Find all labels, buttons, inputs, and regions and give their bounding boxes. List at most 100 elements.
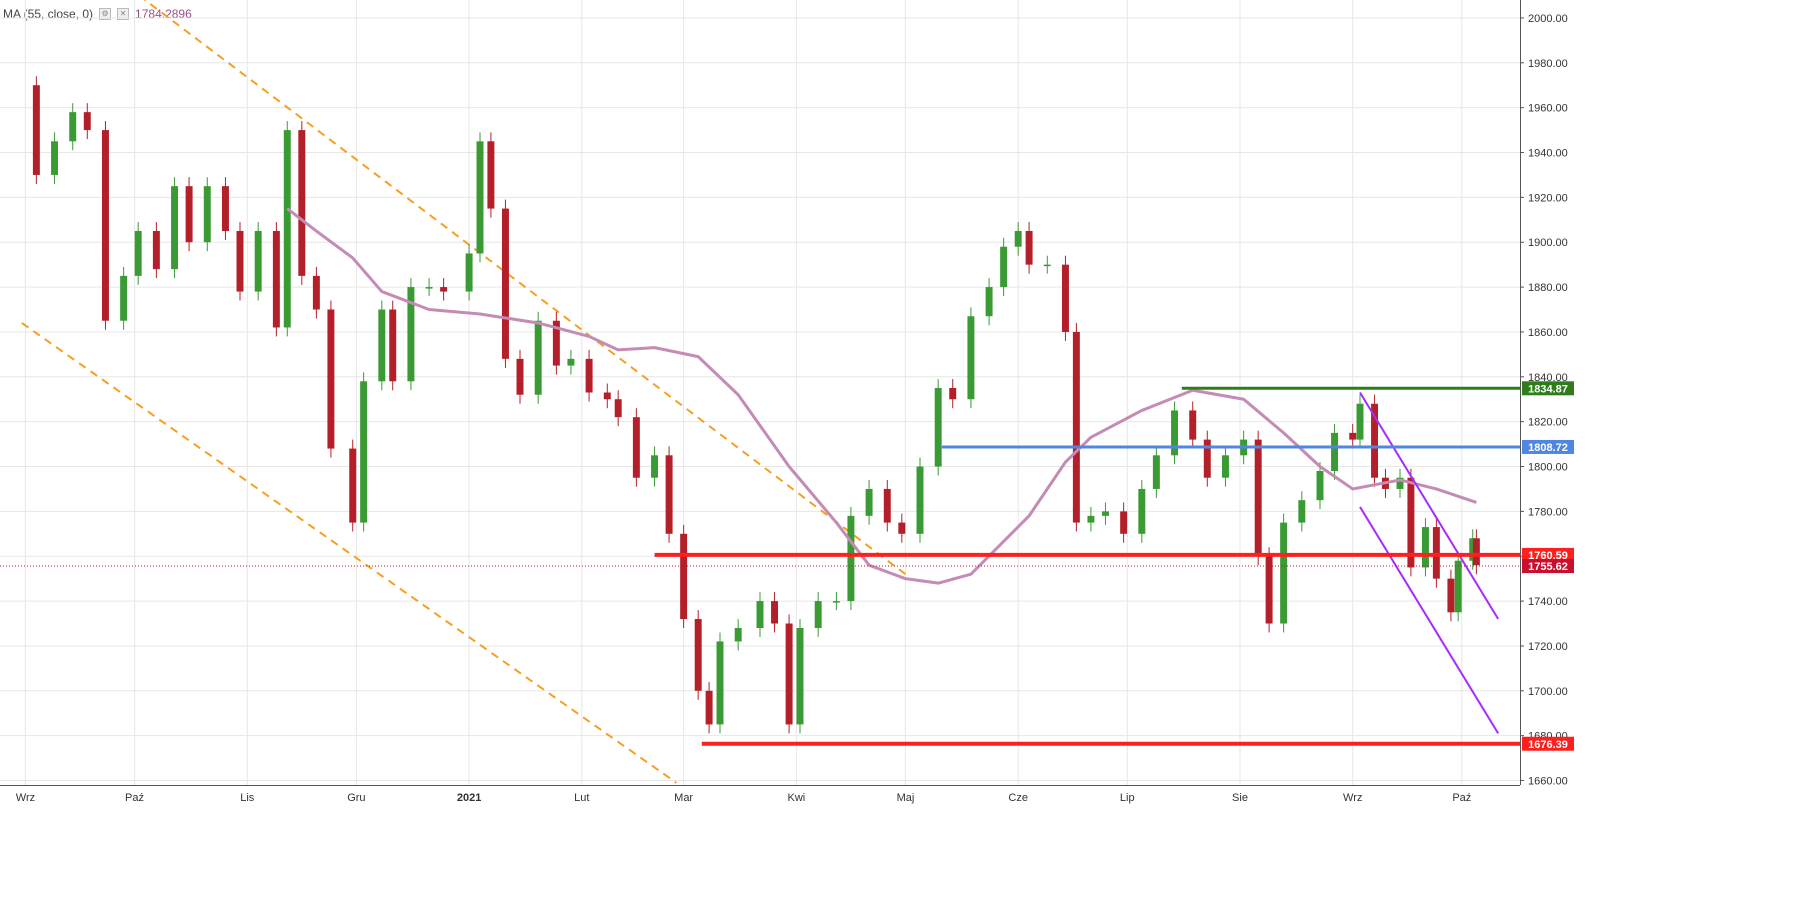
candle-body [1331,432,1339,471]
candle-body [832,601,840,603]
candle-body [83,112,91,131]
price-level-tag [1522,547,1574,562]
price-level-label: 1676.39 [1528,739,1568,751]
trendline-purple [1359,506,1500,734]
price-tick-label: 1880.00 [1528,282,1568,294]
price-tick-label: 1980.00 [1528,58,1568,70]
candle-body [883,488,891,523]
candle-body [236,231,244,292]
candle-body [934,388,942,467]
candle-body [283,130,291,328]
candle-body [771,601,779,624]
candle-body [221,186,229,232]
time-tick-label: Lip [1120,792,1135,804]
eye-off-icon[interactable]: ✕ [117,8,130,20]
price-level-label: 1834.87 [1528,383,1568,395]
candle-body [1396,477,1404,489]
time-tick-label: Lis [240,792,255,804]
candle-body [898,522,906,534]
candle-body [425,287,433,289]
candle-body [1000,246,1008,288]
candle-body [476,141,484,254]
candle-body [69,112,77,142]
price-level-tag [1522,381,1574,396]
candle-body [254,231,262,292]
price-tick-label: 2000.00 [1528,13,1568,25]
time-tick-label: Cze [1008,792,1028,804]
candle-body [1203,439,1211,478]
current-price-tag [1522,559,1574,574]
candle-body [847,515,855,602]
time-tick-label: Paź [1452,792,1471,804]
candle-body [1407,477,1415,568]
time-tick-label: Lut [574,792,589,804]
candle-body [152,231,160,270]
trendline-orange [21,322,677,784]
candle-body [949,388,957,400]
candle-body [1280,522,1288,624]
candle-body [603,392,611,400]
candle-body [665,455,673,534]
price-level-tag [1522,736,1574,751]
candle-body [734,628,742,642]
candle-body [552,320,560,366]
current-price-label: 1755.62 [1528,561,1568,573]
candle-body [967,316,975,400]
candle-body [1432,527,1440,579]
candle-body [1447,578,1455,613]
price-tick-label: 1800.00 [1528,462,1568,474]
candle-body [32,85,40,175]
price-tick-label: 1780.00 [1528,506,1568,518]
candle-body [1120,511,1128,534]
candle-body [865,488,873,516]
candle-body [1043,264,1051,267]
candle-body [327,309,335,449]
candle-body [1138,488,1146,534]
time-tick-label: Gru [347,792,365,804]
candle-body [534,320,542,395]
candle-body [51,141,59,175]
time-tick-label: Maj [897,792,915,804]
price-tick-label: 1900.00 [1528,237,1568,249]
time-tick-label: Kwi [787,792,805,804]
candle-body [1101,511,1109,516]
trendline-orange [143,0,907,575]
candle-body [694,619,702,691]
candle-body [440,287,448,292]
candle-body [1298,500,1306,523]
candle-body [651,455,659,478]
candle-body [680,533,688,620]
price-tick-label: 1940.00 [1528,148,1568,160]
price-tick-label: 1660.00 [1528,776,1568,788]
candle-body [101,130,109,321]
time-tick-label: Paź [125,792,144,804]
price-tick-label: 1840.00 [1528,372,1568,384]
candle-body [1469,538,1477,561]
price-tick-label: 1820.00 [1528,417,1568,429]
candle-body [814,601,822,628]
candle-body [716,641,724,725]
candle-body [298,130,306,276]
candle-body [796,628,804,725]
candle-body [378,309,386,382]
price-tick-label: 1720.00 [1528,641,1568,653]
gear-icon[interactable]: ⚙ [99,8,112,20]
candle-body [1472,538,1480,566]
candle-body [785,623,793,725]
trendline-purple [1359,391,1500,620]
candle-body [1356,403,1364,440]
candle-body [985,287,993,317]
candle-body [916,466,924,534]
candle-body [1254,439,1262,557]
time-tick-label: Sie [1232,792,1248,804]
candle-body [567,358,575,366]
candle-body [1014,231,1022,247]
candle-body [1025,231,1033,265]
candle-body [1421,527,1429,568]
price-tick-label: 1740.00 [1528,596,1568,608]
candle-body [1221,455,1229,478]
candle-body [1371,403,1379,478]
candle-body [203,186,211,243]
price-tick-label: 1860.00 [1528,327,1568,339]
